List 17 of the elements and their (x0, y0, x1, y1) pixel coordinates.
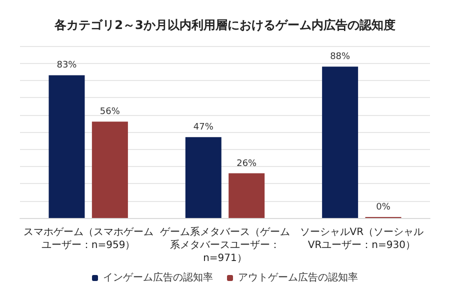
chart-title: 各カテゴリ2～3か月以内利用層におけるゲーム内広告の認知度 (54, 18, 396, 32)
legend-label: インゲーム広告の認知率 (103, 272, 213, 284)
x-tick-label: ゲーム系メタバース（ゲーム系メタバースユーザー：n=971） (160, 226, 290, 264)
bar (48, 75, 85, 218)
data-label: 0% (376, 202, 391, 212)
legend-label: アウトゲーム広告の認知率 (238, 272, 358, 284)
x-tick-label: スマホゲーム（スマホゲームユーザー：n=959） (23, 227, 154, 251)
data-label: 88% (330, 52, 351, 62)
x-tick-label: ソーシャルVR（ソーシャルVRユーザー：n=930） (300, 227, 424, 251)
bar (322, 66, 358, 218)
data-label: 47% (193, 122, 214, 133)
data-label: 26% (236, 158, 258, 169)
data-label: 56% (100, 107, 120, 118)
bar (228, 173, 265, 218)
bar (92, 122, 128, 218)
bar (185, 137, 222, 218)
data-label: 83% (56, 60, 78, 71)
